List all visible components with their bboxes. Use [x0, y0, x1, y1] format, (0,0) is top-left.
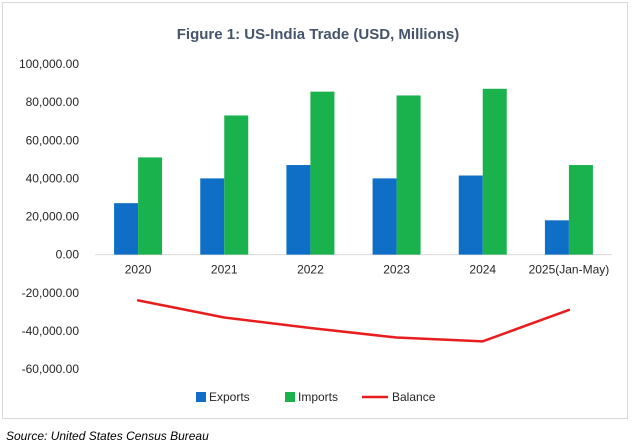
imports-bar: [310, 91, 335, 255]
y-axis: 100,000.00 80,000.00 60,000.00 40,000.00 20,…: [19, 57, 79, 376]
y-tick-label: 60,000.00: [26, 133, 80, 147]
bars: [114, 88, 593, 255]
x-tick-label: 2023: [383, 263, 410, 277]
y-tick-label: 40,000.00: [26, 171, 80, 185]
exports-legend-swatch: [196, 392, 206, 402]
exports-bar: [114, 203, 139, 255]
exports-bar: [286, 165, 311, 255]
source-note: Source: United States Census Bureau: [6, 429, 209, 443]
exports-bar: [200, 178, 225, 255]
trade-chart: Figure 1: US-India Trade (USD, Millions)…: [19, 26, 612, 404]
x-tick-label: 2024: [469, 263, 496, 277]
legend: Exports Imports Balance: [196, 390, 436, 404]
y-tick-label: -40,000.00: [22, 324, 80, 338]
x-tick-label: 2022: [297, 263, 324, 277]
y-tick-label: -60,000.00: [22, 362, 80, 376]
exports-bar: [544, 220, 569, 255]
x-axis: 2020 2021 2022 2023 2024 2025(Jan-May): [95, 254, 612, 277]
chart-title: Figure 1: US-India Trade (USD, Millions): [177, 26, 460, 43]
y-tick-label: 80,000.00: [26, 95, 80, 109]
imports-legend-label: Imports: [298, 390, 338, 404]
exports-bar: [372, 178, 397, 255]
imports-bar: [138, 157, 163, 255]
imports-bar: [482, 88, 507, 255]
balance-legend-label: Balance: [392, 390, 436, 404]
y-tick-label: -20,000.00: [22, 286, 80, 300]
x-tick-label: 2021: [211, 263, 238, 277]
imports-bar: [568, 165, 593, 255]
y-tick-label: 0.00: [56, 248, 80, 262]
y-tick-label: 20,000.00: [26, 210, 80, 224]
imports-bar: [224, 115, 249, 255]
exports-bar: [458, 175, 483, 255]
imports-bar: [396, 95, 421, 255]
x-tick-label: 2025(Jan-May): [529, 263, 610, 277]
imports-legend-swatch: [285, 392, 295, 402]
x-tick-label: 2020: [125, 263, 152, 277]
balance-line-group: [136, 299, 571, 343]
balance-line: [136, 299, 571, 343]
exports-legend-label: Exports: [209, 390, 250, 404]
y-tick-label: 100,000.00: [19, 57, 79, 71]
